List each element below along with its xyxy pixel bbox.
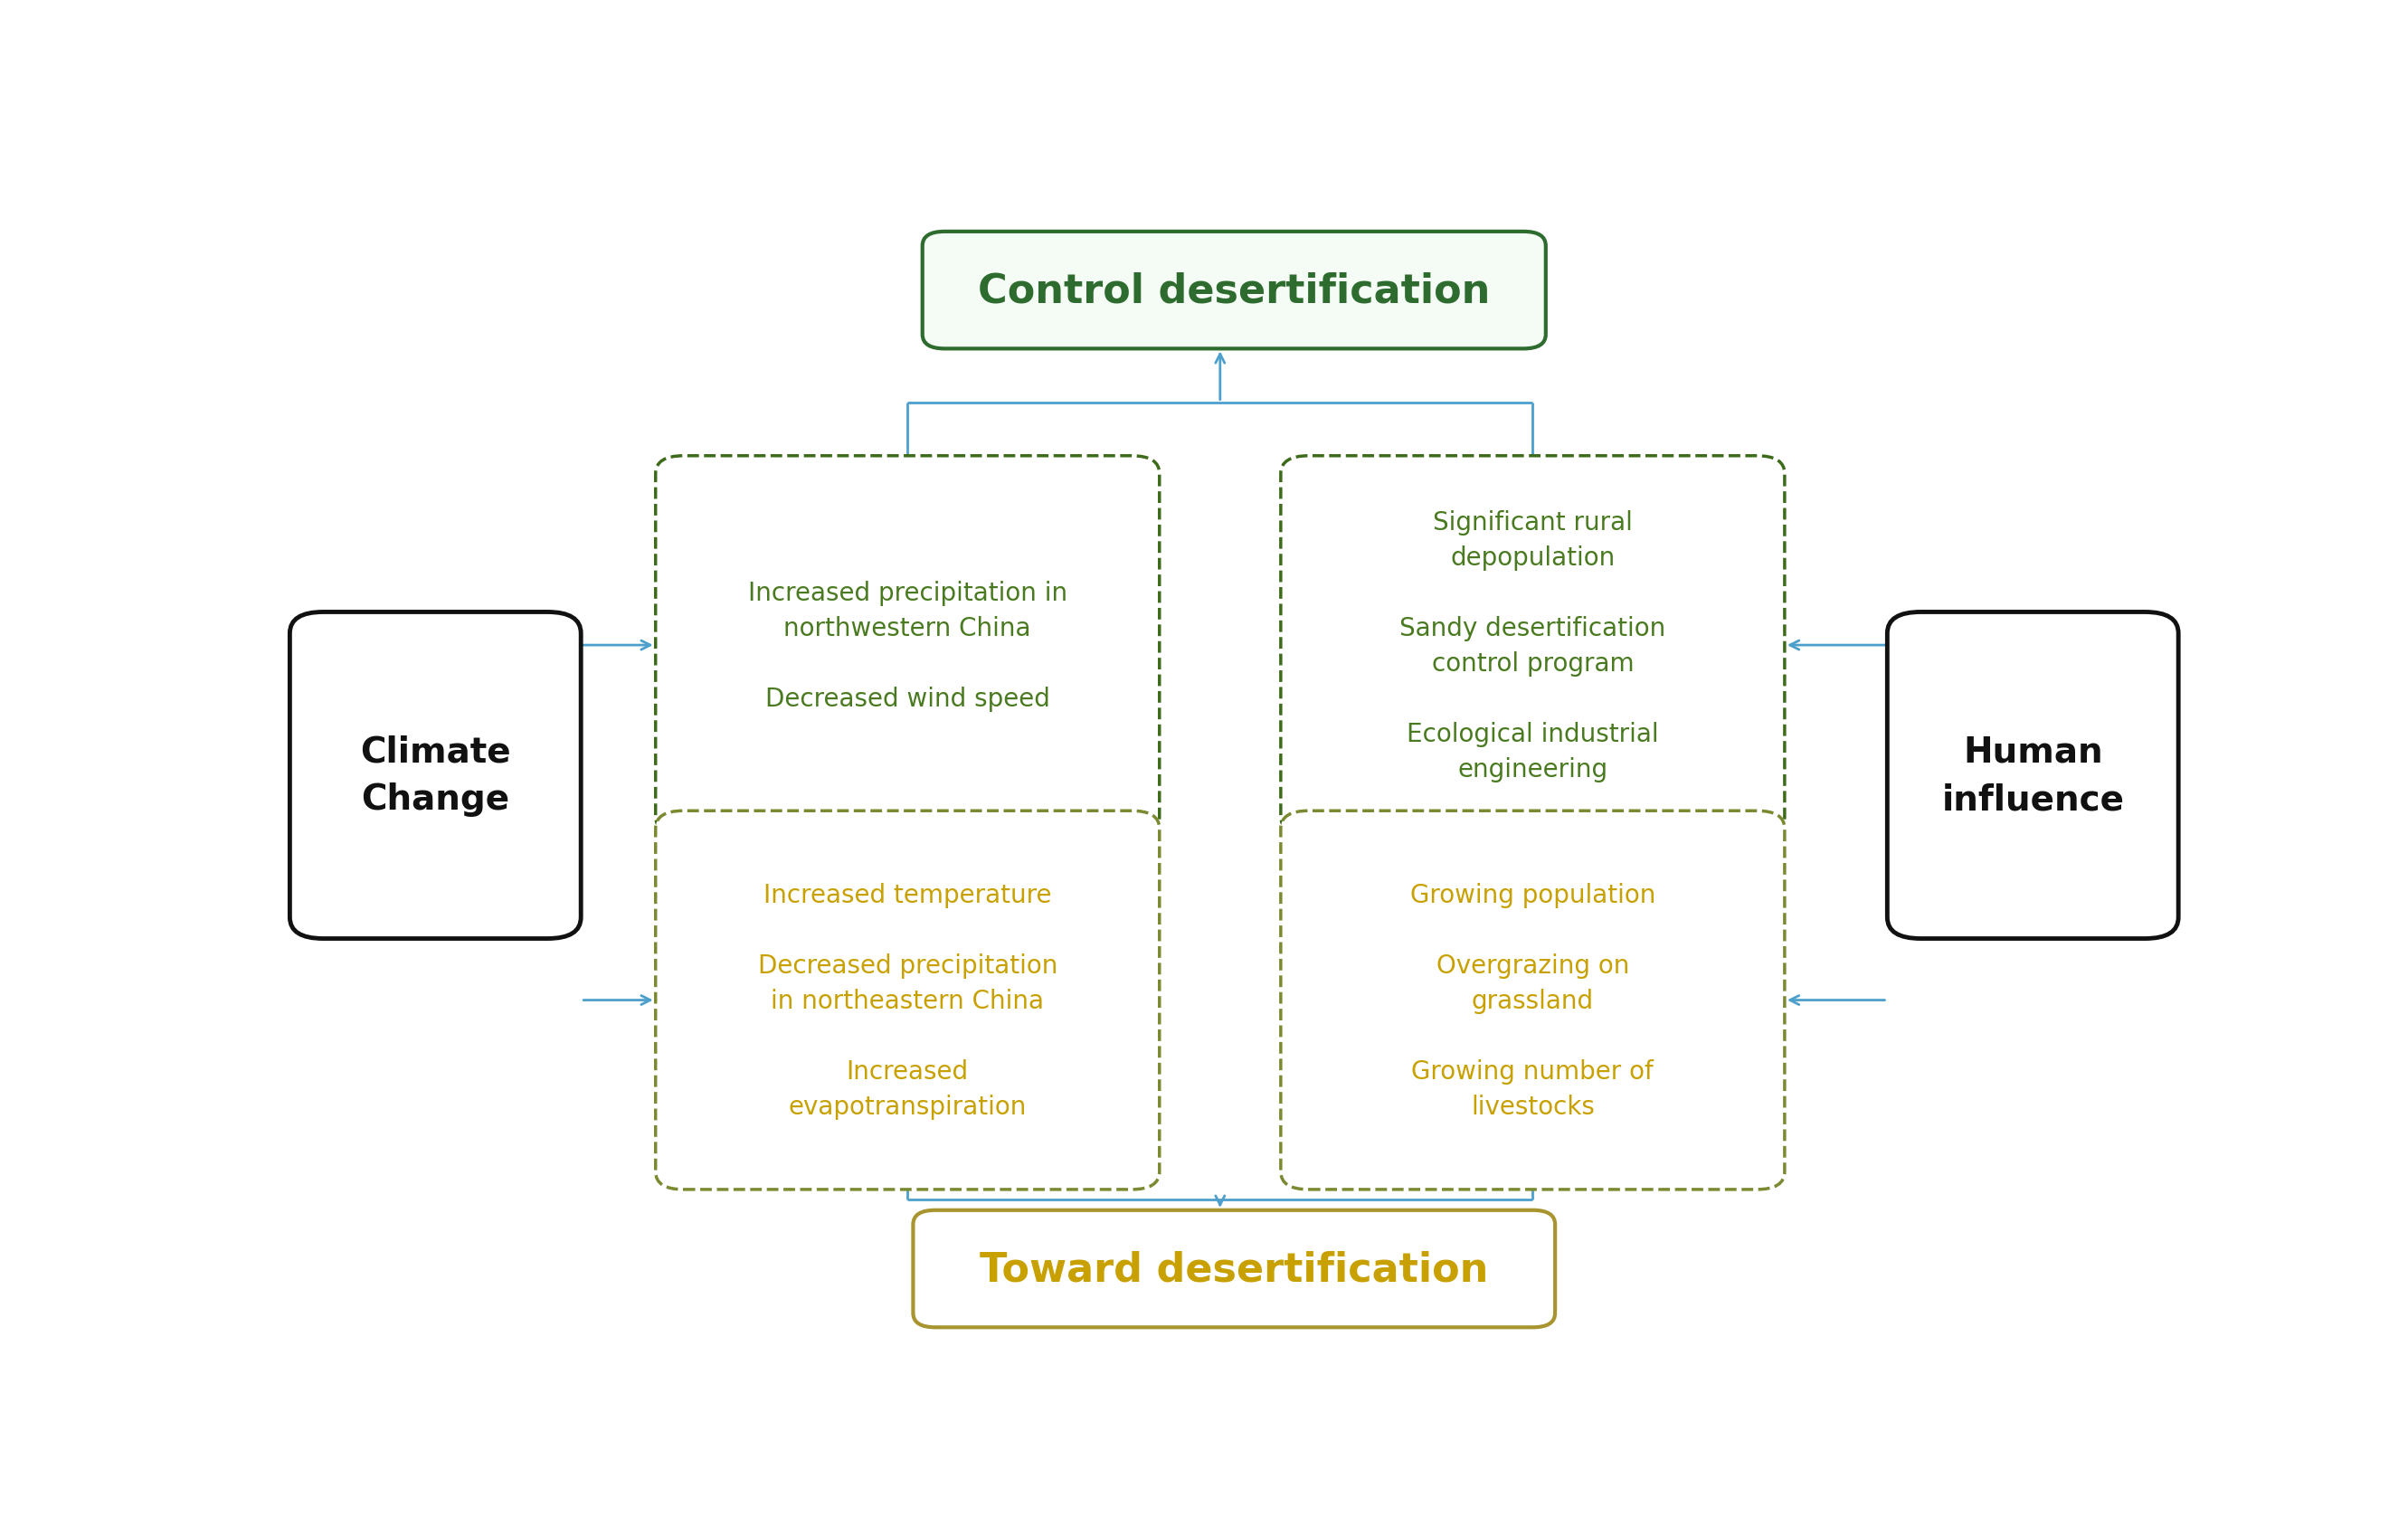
Text: Increased temperature

Decreased precipitation
in northeastern China

Increased
: Increased temperature Decreased precipit… (759, 882, 1057, 1118)
Text: Human
influence: Human influence (1941, 734, 2124, 817)
Text: Increased precipitation in
northwestern China

Decreased wind speed: Increased precipitation in northwestern … (749, 581, 1067, 711)
FancyBboxPatch shape (655, 456, 1161, 836)
Text: Control desertification: Control desertification (978, 272, 1491, 310)
FancyBboxPatch shape (1281, 811, 1784, 1189)
FancyBboxPatch shape (922, 232, 1546, 349)
Text: Growing population

Overgrazing on
grassland

Growing number of
livestocks: Growing population Overgrazing on grassl… (1411, 882, 1654, 1118)
FancyBboxPatch shape (913, 1210, 1556, 1327)
FancyBboxPatch shape (1281, 456, 1784, 836)
Text: Toward desertification: Toward desertification (980, 1249, 1488, 1289)
FancyBboxPatch shape (655, 811, 1161, 1189)
FancyBboxPatch shape (289, 613, 580, 938)
Text: Significant rural
depopulation

Sandy desertification
control program

Ecologica: Significant rural depopulation Sandy des… (1399, 510, 1666, 782)
Text: Climate
Change: Climate Change (361, 734, 510, 817)
FancyBboxPatch shape (1888, 613, 2179, 938)
